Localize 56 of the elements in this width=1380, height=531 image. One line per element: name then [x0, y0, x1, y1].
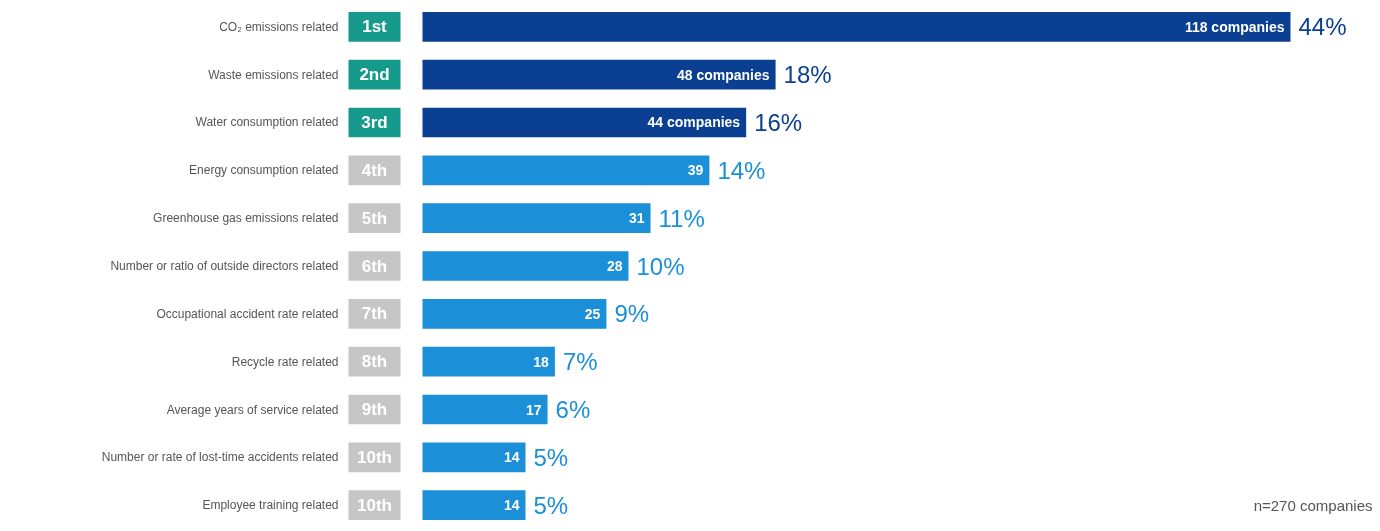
y-tick-label: Recycle rate related [231, 354, 339, 369]
text: 10th [357, 495, 392, 515]
text: 3rd [361, 112, 388, 132]
annotation: n=270 companies [1253, 496, 1373, 514]
annotation: 14% [717, 156, 766, 184]
y-tick-label: Average years of service related [166, 402, 339, 417]
annotation: 9% [614, 300, 650, 328]
bar [422, 155, 710, 186]
y-tick-label: CO₂ emissions related [219, 19, 339, 34]
y-tick-label: Occupational accident rate related [156, 306, 339, 321]
y-tick-label: Waste emissions related [208, 67, 339, 82]
data-label: 18 [533, 353, 550, 370]
y-tick-label: Water consumption related [195, 115, 339, 130]
text: 9th [361, 400, 388, 420]
text: 2nd [359, 65, 390, 85]
data-label: 48 companies [676, 66, 770, 83]
annotation: 16% [754, 108, 803, 136]
text: 10th [357, 447, 392, 467]
data-label: 14 [503, 497, 520, 514]
data-label: 17 [525, 401, 542, 418]
y-tick-label: Greenhouse gas emissions related [153, 211, 339, 226]
annotation: 10% [636, 252, 685, 280]
annotation: 44% [1298, 13, 1347, 41]
y-tick-label: Employee training related [202, 498, 339, 513]
annotation: 7% [562, 348, 598, 376]
bar [422, 346, 555, 377]
bar [422, 490, 526, 521]
bar [422, 59, 776, 90]
annotation: 5% [533, 443, 569, 471]
data-label: 31 [628, 210, 645, 227]
text: 7th [361, 304, 388, 324]
data-label: 118 companies [1184, 18, 1285, 35]
bar [422, 107, 747, 138]
bar [422, 442, 526, 473]
annotation: 5% [533, 491, 569, 519]
data-label: 14 [503, 449, 520, 466]
y-tick-label: Number or rate of lost-time accidents related [101, 450, 339, 465]
data-label: 25 [584, 305, 601, 322]
annotation: 11% [658, 204, 705, 232]
text: 5th [361, 208, 388, 228]
y-tick-label: Energy consumption related [189, 163, 339, 178]
bar [422, 251, 629, 281]
bar [422, 11, 1291, 42]
data-label: 44 companies [647, 114, 741, 131]
y-tick-label: Number or ratio of outside directors related [110, 259, 339, 273]
bar [422, 394, 548, 425]
bar [422, 203, 651, 233]
text: 8th [361, 352, 388, 372]
data-label: 28 [606, 258, 623, 274]
text: 4th [361, 160, 388, 180]
text: 6th [361, 256, 388, 276]
bar [422, 299, 607, 329]
text: 1st [362, 17, 388, 37]
data-label: 39 [687, 162, 704, 179]
annotation: 6% [555, 396, 591, 424]
annotation: 18% [783, 61, 832, 89]
